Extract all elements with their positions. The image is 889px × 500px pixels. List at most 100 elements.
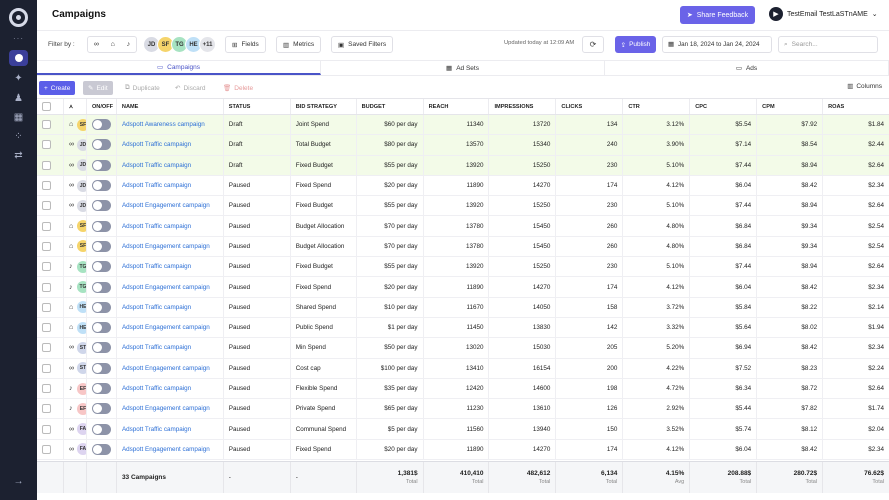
tab-campaigns[interactable]: ▭ Campaigns <box>37 61 321 75</box>
row-checkbox[interactable] <box>42 363 51 373</box>
select-all-checkbox[interactable] <box>42 102 51 111</box>
filter-avatar[interactable]: HE <box>185 36 202 53</box>
row-checkbox[interactable] <box>42 444 51 454</box>
logout-icon[interactable]: → <box>13 475 24 487</box>
dashboard-icon[interactable] <box>9 50 28 66</box>
select-all-header[interactable] <box>37 99 64 114</box>
row-name[interactable]: Adspott Traffic campaign <box>117 378 224 399</box>
table-row[interactable]: ⌂ SF Adspott Engagement campaign Paused Budg… <box>37 236 889 258</box>
row-checkbox[interactable] <box>42 160 51 170</box>
row-select-cell[interactable] <box>37 196 64 216</box>
row-select-cell[interactable] <box>37 175 64 196</box>
col-cpc[interactable]: CPC <box>690 99 758 114</box>
row-name[interactable]: Adspott Engagement campaign <box>117 358 224 378</box>
row-checkbox[interactable] <box>42 120 51 130</box>
more-dots-icon[interactable]: ··· <box>13 34 24 43</box>
row-checkbox[interactable] <box>42 343 51 353</box>
table-row[interactable]: ⌂ SF Adspott Traffic campaign Paused Budget … <box>37 216 889 237</box>
col-bid-strategy[interactable]: BID STRATEGY <box>291 99 357 114</box>
table-row[interactable]: ∞ ST Adspott Traffic campaign Paused Min Spe… <box>37 338 889 359</box>
row-select-cell[interactable] <box>37 378 64 399</box>
date-range-picker[interactable]: ▦ Jan 18, 2024 to Jan 24, 2024 <box>662 36 772 53</box>
discard-button[interactable]: ↶ Discard <box>170 81 211 95</box>
col-roas[interactable]: ROAS <box>828 103 845 110</box>
table-row[interactable]: ∞ ST Adspott Engagement campaign Paused Cost… <box>37 358 889 379</box>
row-name[interactable]: Adspott Engagement campaign <box>117 399 224 419</box>
duplicate-button[interactable]: ⧉ Duplicate <box>120 81 165 95</box>
on-off-toggle[interactable] <box>91 403 111 415</box>
on-off-toggle[interactable] <box>91 342 111 354</box>
row-checkbox[interactable] <box>42 140 51 150</box>
table-row[interactable]: ∞ FA Adspott Traffic campaign Paused Communa… <box>37 419 889 440</box>
table-row[interactable]: ♪ EF Adspott Traffic campaign Paused Flexibl… <box>37 378 889 400</box>
row-select-cell[interactable] <box>37 277 64 297</box>
row-checkbox[interactable] <box>42 262 51 272</box>
row-name[interactable]: Adspott Traffic campaign <box>117 216 224 236</box>
row-select-cell[interactable] <box>37 317 64 338</box>
calendar-icon[interactable]: ▦ <box>13 111 24 123</box>
row-name[interactable]: Adspott Engagement campaign <box>117 196 224 216</box>
row-select-cell[interactable] <box>37 439 64 460</box>
refresh-button[interactable]: ⟳ <box>582 36 604 53</box>
table-row[interactable]: ♪ TG Adspott Engagement campaign Paused Fixe… <box>37 277 889 298</box>
app-logo[interactable] <box>9 8 28 27</box>
row-name[interactable]: Adspott Engagement campaign <box>117 439 224 460</box>
delete-button[interactable]: 🗑 Delete <box>218 81 258 95</box>
row-checkbox[interactable] <box>42 181 51 191</box>
row-checkbox[interactable] <box>42 241 51 251</box>
on-off-toggle[interactable] <box>91 180 111 192</box>
share-feedback-button[interactable]: ➤ Share Feedback <box>680 6 755 24</box>
metrics-button[interactable]: ▥ Metrics <box>276 36 322 53</box>
row-select-cell[interactable] <box>37 257 64 277</box>
col-clicks[interactable]: CLICKS <box>556 99 624 114</box>
row-select-cell[interactable] <box>37 236 64 257</box>
transfer-icon[interactable]: ⇄ <box>14 149 23 161</box>
snapchat-icon[interactable]: ⌂ <box>110 41 115 48</box>
row-select-cell[interactable] <box>37 115 64 135</box>
table-row[interactable]: ♪ TG Adspott Traffic campaign Paused Fixed B… <box>37 257 889 278</box>
on-off-toggle[interactable] <box>91 119 111 131</box>
table-row[interactable]: ⌂ SF Adspott Awareness campaign Draft Joint … <box>37 115 889 136</box>
on-off-toggle[interactable] <box>91 240 111 252</box>
table-row[interactable]: ∞ JD Adspott Traffic campaign Draft Total Bu… <box>37 135 889 156</box>
row-select-cell[interactable] <box>37 297 64 317</box>
on-off-toggle[interactable] <box>91 362 111 374</box>
row-select-cell[interactable] <box>37 399 64 419</box>
table-row[interactable]: ∞ JD Adspott Traffic campaign Draft Fixed Bu… <box>37 155 889 176</box>
saved-filters-button[interactable]: ▣ Saved Filters <box>331 36 394 53</box>
search-input[interactable]: ⌕ Search... <box>778 36 878 53</box>
publish-button[interactable]: ⇪ Publish <box>615 36 656 53</box>
col-name[interactable]: NAME <box>117 99 224 114</box>
sparkle-icon[interactable]: ✦ <box>14 72 23 84</box>
columns-button[interactable]: ▥ Columns <box>847 82 882 91</box>
row-name[interactable]: Adspott Traffic campaign <box>117 135 224 155</box>
on-off-toggle[interactable] <box>91 281 111 293</box>
on-off-toggle[interactable] <box>91 301 111 313</box>
row-name[interactable]: Adspott Traffic campaign <box>117 338 224 358</box>
row-checkbox[interactable] <box>42 282 51 292</box>
row-checkbox[interactable] <box>42 323 51 333</box>
filter-avatar[interactable]: +11 <box>199 36 216 53</box>
person-icon[interactable]: ♟ <box>14 92 23 104</box>
user-menu[interactable]: ▶ TestEmail TestLaSTnAME ⌄ <box>769 7 878 21</box>
platform-filter[interactable]: ∞ ⌂ ♪ <box>87 36 137 53</box>
table-row[interactable]: ∞ JD Adspott Engagement campaign Paused Fixe… <box>37 196 889 217</box>
on-off-toggle[interactable] <box>91 159 111 171</box>
row-checkbox[interactable] <box>42 302 51 312</box>
on-off-toggle[interactable] <box>91 139 111 151</box>
row-select-cell[interactable] <box>37 155 64 175</box>
on-off-toggle[interactable] <box>91 220 111 232</box>
on-off-toggle[interactable] <box>91 423 111 435</box>
row-select-cell[interactable] <box>37 419 64 439</box>
row-checkbox[interactable] <box>42 384 51 393</box>
tab-ad-sets[interactable]: ▦ Ad Sets <box>321 61 605 75</box>
row-select-cell[interactable] <box>37 358 64 378</box>
row-select-cell[interactable] <box>37 338 64 358</box>
on-off-toggle[interactable] <box>91 261 111 273</box>
col-ctr[interactable]: CTR <box>623 99 691 114</box>
row-name[interactable]: Adspott Traffic campaign <box>117 175 224 196</box>
row-name[interactable]: Adspott Traffic campaign <box>117 419 224 439</box>
row-select-cell[interactable] <box>37 216 64 236</box>
row-checkbox[interactable] <box>42 424 51 434</box>
table-row[interactable]: ∞ JD Adspott Traffic campaign Paused Fixed S… <box>37 175 889 197</box>
